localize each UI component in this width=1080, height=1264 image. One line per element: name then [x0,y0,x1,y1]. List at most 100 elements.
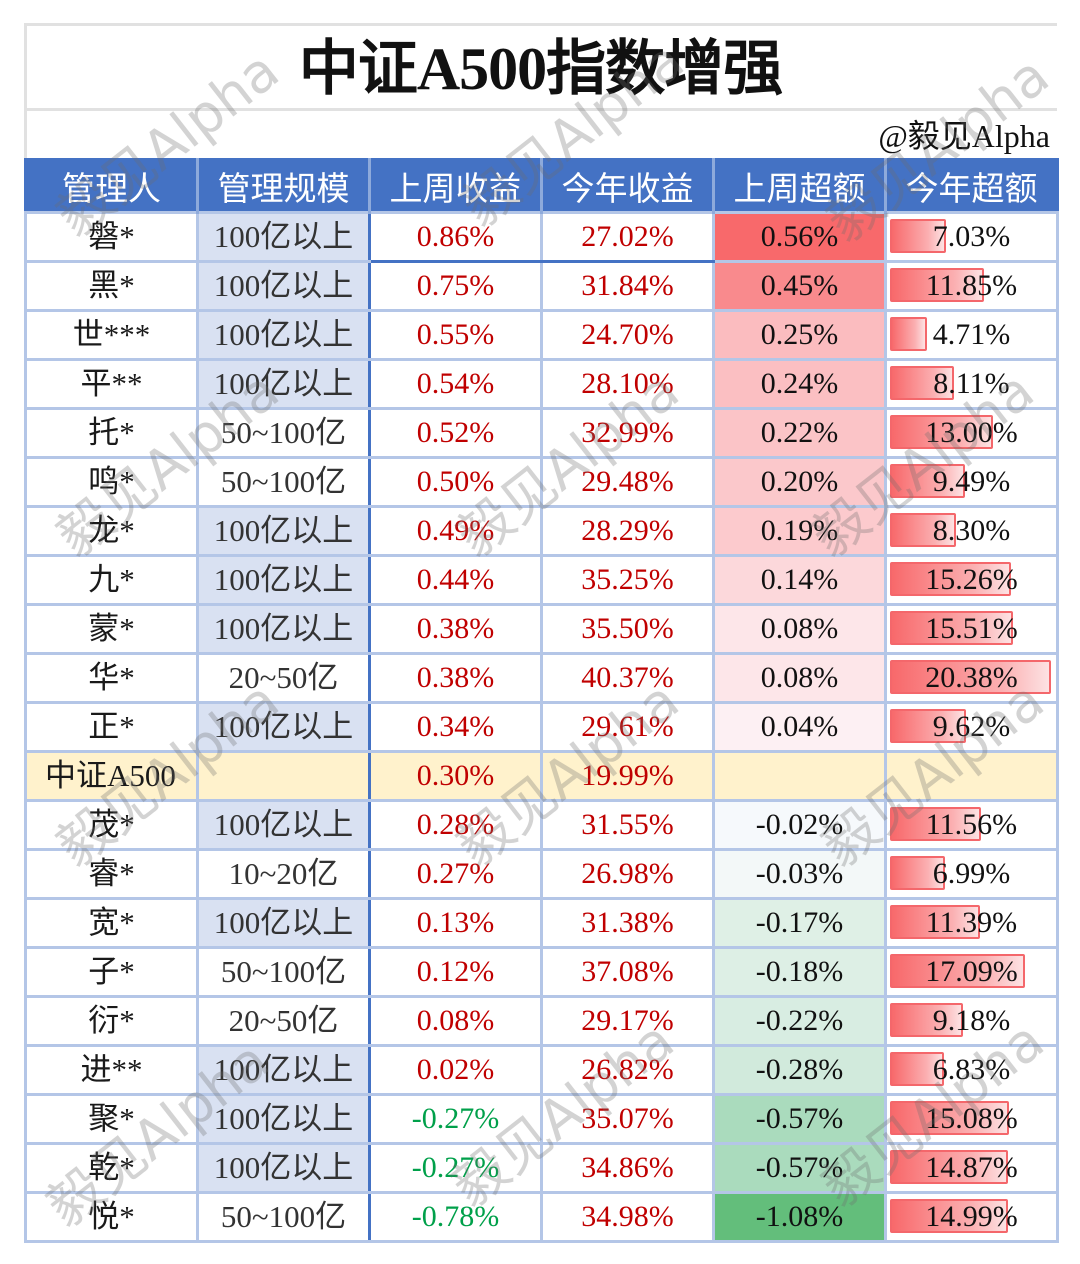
scale-cell: 100亿以上 [196,358,371,410]
ytd-excess-value: 6.83% [932,1053,1011,1086]
data-bar [890,219,946,253]
ytd-return-cell: 26.82% [540,1044,715,1096]
column-header-ytd-excess: 今年超额 [884,159,1058,213]
week-return-cell: -0.27% [368,1142,543,1194]
manager-cell: 蒙* [24,603,199,655]
top-divider [24,23,1057,26]
manager-cell: 华* [24,652,199,704]
manager-cell: 托* [24,407,199,459]
ytd-excess-cell: 13.00% [884,407,1059,459]
table-row: 九* 100亿以上 0.44% 35.25% 0.14% 15.26% [24,554,1059,606]
scale-cell: 50~100亿 [196,946,371,998]
week-excess-cell: -0.28% [712,1044,887,1096]
ytd-return-cell: 29.61% [540,701,715,753]
ytd-return-cell: 24.70% [540,309,715,361]
week-excess-cell: -0.57% [712,1093,887,1145]
ytd-return-cell: 27.02% [540,211,715,263]
table-row: 龙* 100亿以上 0.49% 28.29% 0.19% 8.30% [24,505,1059,557]
ytd-return-cell: 26.98% [540,848,715,900]
table-row: 磐* 100亿以上 0.86% 27.02% 0.56% 7.03% [24,211,1059,263]
week-excess-cell: 0.14% [712,554,887,606]
column-header-manager: 管理人 [25,159,198,213]
data-bar [890,611,1013,645]
data-bar [890,268,984,302]
ytd-excess-cell: 11.56% [884,799,1059,851]
scale-cell: 100亿以上 [196,799,371,851]
manager-cell: 鸣* [24,456,199,508]
ytd-excess-value: 11.56% [925,808,1018,841]
ytd-excess-cell: 4.71% [884,309,1059,361]
scale-cell: 100亿以上 [196,554,371,606]
data-bar [890,856,946,890]
data-bar [890,1003,963,1037]
data-bar [890,464,965,498]
week-return-cell: 0.02% [368,1044,543,1096]
scale-cell: 100亿以上 [196,505,371,557]
scale-cell: 20~50亿 [196,995,371,1047]
ytd-return-cell: 40.37% [540,652,715,704]
week-excess-cell: -0.03% [712,848,887,900]
data-bar [890,317,928,351]
data-bar [890,513,956,547]
manager-cell: 平** [24,358,199,410]
week-return-cell: 0.27% [368,848,543,900]
week-return-cell: 0.08% [368,995,543,1047]
table-row: 正* 100亿以上 0.34% 29.61% 0.04% 9.62% [24,701,1059,753]
manager-cell: 进** [24,1044,199,1096]
week-return-cell: 0.75% [368,260,543,312]
ytd-return-cell: 35.50% [540,603,715,655]
ytd-excess-cell: 20.38% [884,652,1059,704]
ytd-excess-value: 9.49% [932,465,1011,498]
week-return-cell: 0.86% [368,211,543,263]
ytd-return-cell: 31.55% [540,799,715,851]
ytd-excess-value: 14.87% [925,1151,1018,1184]
week-return-cell: 0.38% [368,652,543,704]
manager-cell: 宽* [24,897,199,949]
table-row: 乾* 100亿以上 -0.27% 34.86% -0.57% 14.87% [24,1142,1059,1194]
table-row: 衍* 20~50亿 0.08% 29.17% -0.22% 9.18% [24,995,1059,1047]
ytd-excess-value: 15.51% [925,612,1018,645]
week-excess-cell: 0.45% [712,260,887,312]
week-return-cell: 0.38% [368,603,543,655]
ytd-return-cell: 35.07% [540,1093,715,1145]
header-row: 管理人 管理规模 上周收益 今年收益 上周超额 今年超额 [25,159,1058,213]
week-excess-cell: -0.02% [712,799,887,851]
data-bar [890,562,1011,596]
ytd-excess-cell: 9.18% [884,995,1059,1047]
ytd-excess-cell: 14.87% [884,1142,1059,1194]
ytd-excess-value: 4.71% [932,318,1011,351]
table-row: 茂* 100亿以上 0.28% 31.55% -0.02% 11.56% [24,799,1059,851]
week-return-cell: 0.49% [368,505,543,557]
scale-cell [196,750,371,802]
author-credit: @毅见Alpha [878,118,1050,154]
scale-cell: 100亿以上 [196,897,371,949]
week-return-cell: 0.12% [368,946,543,998]
week-return-cell: 0.50% [368,456,543,508]
data-bar [890,366,955,400]
ytd-excess-cell: 15.51% [884,603,1059,655]
ytd-return-cell: 35.25% [540,554,715,606]
ytd-excess-value: 9.62% [932,710,1011,743]
week-return-cell: 0.55% [368,309,543,361]
scale-cell: 100亿以上 [196,260,371,312]
data-bar [890,709,966,743]
ytd-return-cell: 31.38% [540,897,715,949]
week-return-cell: 0.28% [368,799,543,851]
table-row: 鸣* 50~100亿 0.50% 29.48% 0.20% 9.49% [24,456,1059,508]
ytd-excess-value: 11.85% [925,269,1018,302]
ytd-return-cell: 29.48% [540,456,715,508]
ytd-return-cell: 19.99% [540,750,715,802]
scale-cell: 100亿以上 [196,1044,371,1096]
data-bar [890,415,993,449]
ytd-excess-value: 6.99% [932,857,1011,890]
ytd-excess-cell: 15.26% [884,554,1059,606]
ytd-excess-cell: 6.83% [884,1044,1059,1096]
ytd-excess-value: 8.30% [932,514,1011,547]
manager-cell: 黑* [24,260,199,312]
scale-cell: 100亿以上 [196,309,371,361]
ytd-excess-value: 15.08% [925,1102,1018,1135]
index-row: 中证A500 0.30% 19.99% [24,750,1059,802]
column-header-ytd-return: 今年收益 [540,159,714,213]
manager-cell: 衍* [24,995,199,1047]
manager-cell: 悦* [24,1191,199,1243]
